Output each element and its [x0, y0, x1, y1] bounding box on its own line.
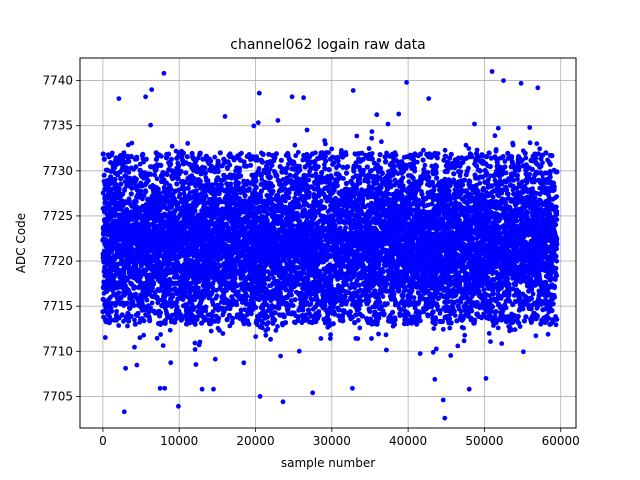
- data-point: [124, 207, 130, 212]
- data-point: [116, 323, 122, 328]
- data-point: [369, 336, 374, 341]
- data-point: [129, 140, 135, 146]
- data-point: [275, 324, 280, 329]
- data-point: [239, 150, 244, 156]
- data-point: [376, 331, 381, 337]
- data-point: [208, 328, 214, 334]
- data-point: [192, 208, 198, 214]
- data-point: [154, 176, 160, 182]
- data-point: [292, 142, 298, 148]
- data-point: [337, 225, 343, 231]
- data-point: [116, 290, 122, 296]
- data-point: [119, 198, 125, 203]
- data-point: [384, 347, 389, 353]
- data-point: [126, 159, 132, 165]
- data-point: [197, 339, 203, 345]
- data-point: [132, 344, 137, 350]
- data-point: [255, 120, 261, 126]
- data-point: [374, 112, 380, 118]
- data-point: [318, 336, 324, 341]
- data-point: [385, 121, 391, 127]
- data-point: [192, 347, 198, 352]
- data-point: [369, 129, 375, 135]
- data-point: [220, 331, 226, 336]
- data-point: [212, 154, 218, 160]
- data-point: [160, 343, 166, 348]
- data-point: [154, 335, 160, 341]
- data-point: [189, 280, 194, 286]
- data-point: [263, 332, 269, 338]
- data-point: [168, 360, 174, 366]
- data-point: [132, 317, 137, 323]
- data-point: [141, 332, 147, 338]
- data-point: [222, 114, 228, 119]
- data-point: [161, 185, 167, 190]
- data-point: [354, 133, 360, 139]
- data-point: [278, 353, 283, 359]
- data-point: [417, 351, 423, 356]
- data-point: [185, 141, 191, 146]
- data-point: [318, 198, 324, 204]
- data-point: [212, 356, 218, 362]
- data-point: [369, 135, 375, 141]
- data-point: [158, 332, 164, 337]
- data-point: [125, 323, 130, 329]
- data-point: [379, 139, 384, 145]
- data-point: [102, 335, 108, 340]
- data-point: [123, 365, 128, 371]
- data-point: [322, 205, 328, 210]
- data-point: [137, 335, 143, 341]
- data-point: [167, 327, 173, 333]
- data-point: [241, 360, 247, 366]
- data-point: [357, 325, 363, 331]
- data-point: [355, 336, 361, 341]
- data-point: [343, 225, 348, 230]
- data-point: [366, 146, 372, 151]
- data-point: [323, 141, 328, 147]
- data-point: [328, 332, 333, 337]
- data-point: [214, 293, 220, 299]
- data-point: [396, 111, 402, 117]
- data-point: [329, 146, 335, 152]
- data-point: [251, 123, 257, 129]
- data-point: [296, 348, 302, 354]
- data-point: [149, 300, 155, 306]
- data-point: [114, 309, 119, 314]
- data-point: [295, 149, 301, 155]
- data-point: [422, 162, 428, 168]
- data-point: [152, 172, 158, 178]
- data-point: [169, 143, 175, 149]
- data-point: [275, 118, 281, 123]
- data-point: [376, 158, 382, 163]
- data-point: [148, 122, 154, 128]
- data-point: [192, 340, 198, 346]
- data-point: [380, 294, 386, 299]
- data-point: [326, 150, 331, 156]
- data-point: [411, 295, 417, 301]
- data-point: [383, 332, 389, 338]
- data-points: [100, 69, 560, 421]
- data-point: [265, 326, 271, 332]
- data-point: [253, 334, 259, 339]
- data-point: [129, 204, 135, 209]
- data-point: [193, 362, 199, 367]
- data-point: [268, 336, 273, 342]
- data-point: [134, 362, 140, 368]
- data-point: [304, 127, 310, 133]
